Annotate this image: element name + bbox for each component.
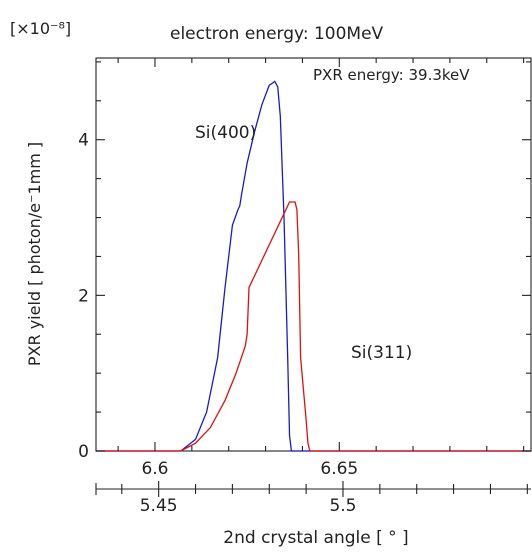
plot-area bbox=[96, 80, 531, 452]
x-tick-label: 6.6 bbox=[141, 459, 168, 479]
secondary-x-axis-ticks: 5.45 5.5 bbox=[95, 481, 528, 516]
secondary-x-tick-label: 5.45 bbox=[140, 496, 178, 516]
y-axis-label: PXR yield [ photon/e⁻1mm ] bbox=[25, 142, 44, 366]
y-multiplier-label: [×10⁻⁸] bbox=[10, 19, 71, 38]
x-tick-label: 6.65 bbox=[320, 459, 358, 479]
y-tick-label: 0 bbox=[78, 442, 89, 462]
y-tick-label: 4 bbox=[78, 131, 89, 151]
x-axis-ticks: 6.6 6.65 bbox=[117, 58, 525, 479]
plot-frame bbox=[95, 57, 532, 452]
series-label-si400: Si(400) bbox=[195, 123, 256, 143]
y-axis-ticks: 0 2 4 bbox=[78, 61, 531, 462]
chart-title: electron energy: 100MeV bbox=[170, 24, 384, 44]
series-line-si400 bbox=[96, 80, 531, 452]
y-tick-label: 2 bbox=[78, 286, 89, 306]
secondary-x-tick-label: 5.5 bbox=[329, 496, 356, 516]
pxr-energy-annotation: PXR energy: 39.3keV bbox=[313, 66, 470, 84]
series-label-si311: Si(311) bbox=[351, 343, 412, 363]
x-axis-label: 2nd crystal angle [ ° ] bbox=[223, 528, 408, 548]
series-line-si311 bbox=[96, 201, 531, 452]
